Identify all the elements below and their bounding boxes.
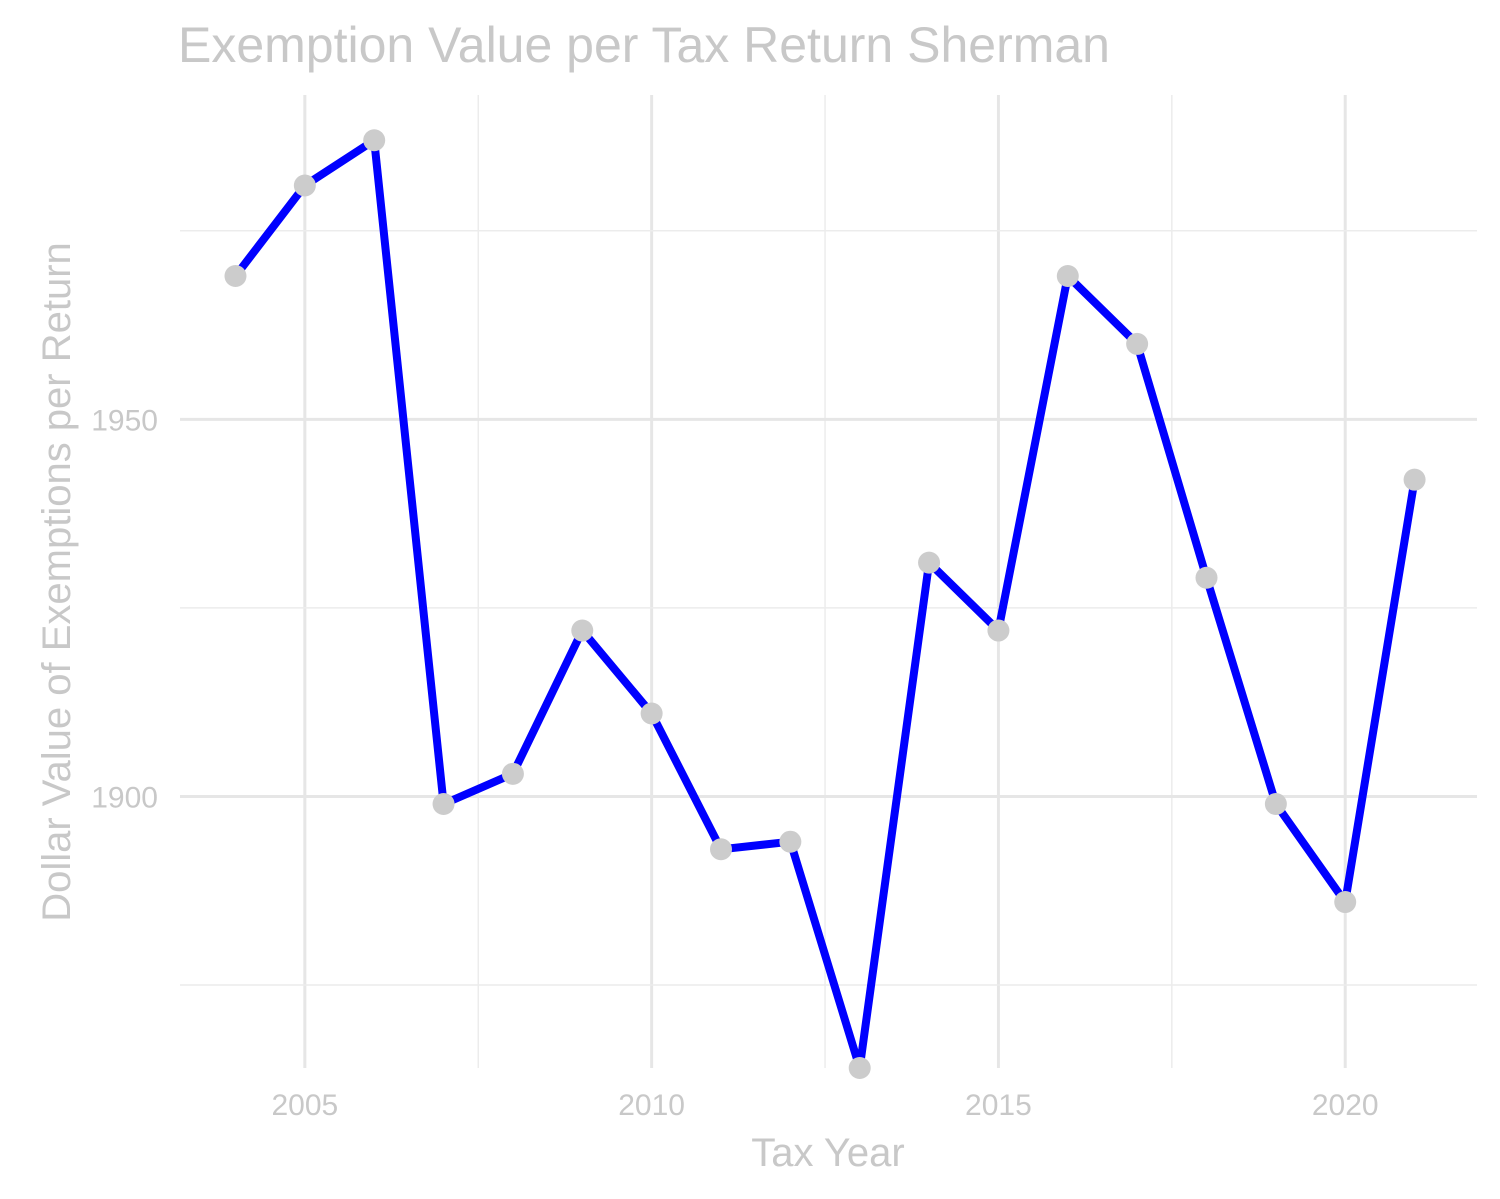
data-point — [1403, 468, 1426, 491]
data-point — [1126, 332, 1149, 355]
data-points — [224, 129, 1426, 1079]
x-axis-ticks: 2005 2010 2015 2020 — [271, 1089, 1378, 1122]
y-tick-label: 1900 — [91, 781, 158, 814]
series-line — [231, 136, 1419, 1072]
data-point — [363, 129, 386, 152]
x-axis-title: Tax Year — [751, 1131, 904, 1175]
data-point — [224, 265, 247, 288]
data-point — [571, 619, 594, 642]
data-point — [640, 702, 663, 725]
x-tick-label: 2005 — [271, 1089, 338, 1122]
data-point — [987, 619, 1010, 642]
data-point — [1334, 891, 1357, 914]
data-point — [1195, 566, 1218, 589]
grid — [180, 95, 1477, 1068]
data-point — [1264, 793, 1287, 816]
data-point — [779, 830, 802, 853]
chart-title: Exemption Value per Tax Return Sherman — [178, 17, 1110, 73]
y-tick-label: 1950 — [91, 404, 158, 437]
y-axis-ticks: 1900 1950 — [91, 404, 158, 814]
data-point — [918, 551, 941, 574]
x-tick-label: 2010 — [618, 1089, 685, 1122]
data-point — [709, 838, 732, 861]
data-point — [432, 793, 455, 816]
data-point — [293, 174, 316, 197]
x-tick-label: 2015 — [965, 1089, 1032, 1122]
data-point — [501, 762, 524, 785]
x-tick-label: 2020 — [1312, 1089, 1379, 1122]
data-point — [1056, 265, 1079, 288]
y-axis-title: Dollar Value of Exemptions per Return — [35, 242, 79, 922]
data-point — [848, 1057, 871, 1079]
